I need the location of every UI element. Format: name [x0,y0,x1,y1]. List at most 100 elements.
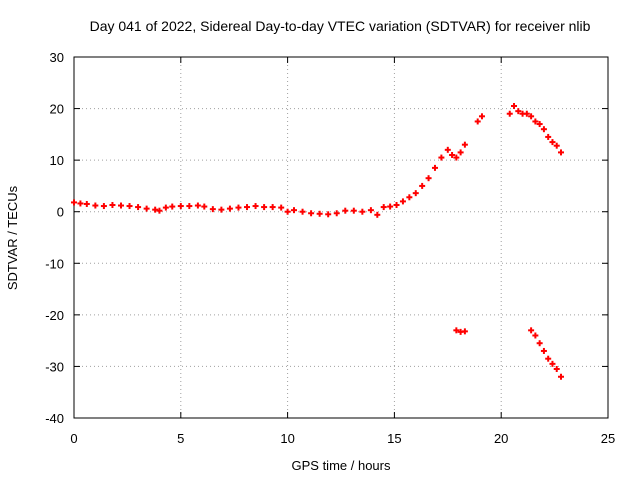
data-point [523,110,530,117]
x-tick-label: 20 [494,431,508,446]
data-point [478,113,485,120]
data-point [461,328,468,335]
data-point [558,373,565,380]
data-point [515,108,522,115]
x-tick-label: 0 [70,431,77,446]
x-axis-label: GPS time / hours [292,458,391,473]
y-tick-labels: 30 20 10 0 -10 -20 -30 -40 [45,50,64,426]
data-point [453,154,460,161]
y-tick-label: -40 [45,411,64,426]
data-point [425,175,432,182]
data-point [412,190,419,197]
data-point [177,203,184,210]
data-point [156,207,163,214]
data-point [558,149,565,156]
data-point [374,211,381,218]
data-point [406,194,413,201]
data-point [540,347,547,354]
y-tick-label: -20 [45,308,64,323]
y-tick-label: 10 [50,153,64,168]
data-point [244,204,251,211]
data-point [393,202,400,209]
x-tick-label: 15 [387,431,401,446]
data-point [278,204,285,211]
chart-title: Day 041 of 2022, Sidereal Day-to-day VTE… [90,18,591,34]
data-point [342,207,349,214]
data-point [438,154,445,161]
data-point [511,102,518,109]
data-point [100,203,107,210]
data-point [545,355,552,362]
data-point [549,139,556,146]
data-point [333,210,340,217]
data-point [431,164,438,171]
y-tick-label: 0 [57,205,64,220]
data-point [553,366,560,373]
data-point [169,203,176,210]
grid-lines [74,57,608,418]
data-point [226,205,233,212]
data-point [532,332,539,339]
x-tick-labels: 0 5 10 15 20 25 [70,431,615,446]
data-point [135,204,142,211]
data-point [218,206,225,213]
data-point [77,200,84,207]
y-tick-label: 20 [50,102,64,117]
data-point [126,203,133,210]
data-point [449,151,456,158]
data-point [399,198,406,205]
plot-frame [73,56,609,419]
data-point [261,204,268,211]
data-point [461,141,468,148]
data-point [553,142,560,149]
data-point [457,149,464,156]
data-point [545,133,552,140]
data-point [117,202,124,209]
y-axis-label: SDTVAR / TECUs [5,185,20,290]
axis-ticks [73,56,609,419]
data-point [540,126,547,133]
data-point [92,202,99,209]
data-point [380,204,387,211]
x-tick-label: 10 [280,431,294,446]
data-point [186,203,193,210]
data-point [194,202,201,209]
x-tick-label: 5 [177,431,184,446]
data-point [143,205,150,212]
data-point [109,202,116,209]
data-point [532,118,539,125]
data-point [235,204,242,211]
data-point [528,113,535,120]
data-point [536,340,543,347]
data-point [152,206,159,213]
data-point [291,207,298,214]
data-point [359,208,366,215]
data-point [316,210,323,217]
y-tick-label: 30 [50,50,64,65]
data-point [419,182,426,189]
data-point [71,199,77,206]
data-point [367,207,374,214]
data-point [549,360,556,367]
y-tick-label: -10 [45,256,64,271]
data-point [350,207,357,214]
data-point [453,327,460,334]
data-point [201,203,208,210]
data-point [444,146,451,153]
data-point [299,208,306,215]
data-point [83,200,90,207]
data-point [308,210,315,217]
data-point [209,206,216,213]
data-point [252,203,259,210]
data-point [474,118,481,125]
data-point [387,203,394,210]
y-tick-label: -30 [45,359,64,374]
data-point [528,327,535,334]
data-point [284,208,291,215]
data-point [162,204,169,211]
data-point [325,211,332,218]
x-tick-label: 25 [601,431,615,446]
data-point [506,110,513,117]
data-point [536,121,543,128]
